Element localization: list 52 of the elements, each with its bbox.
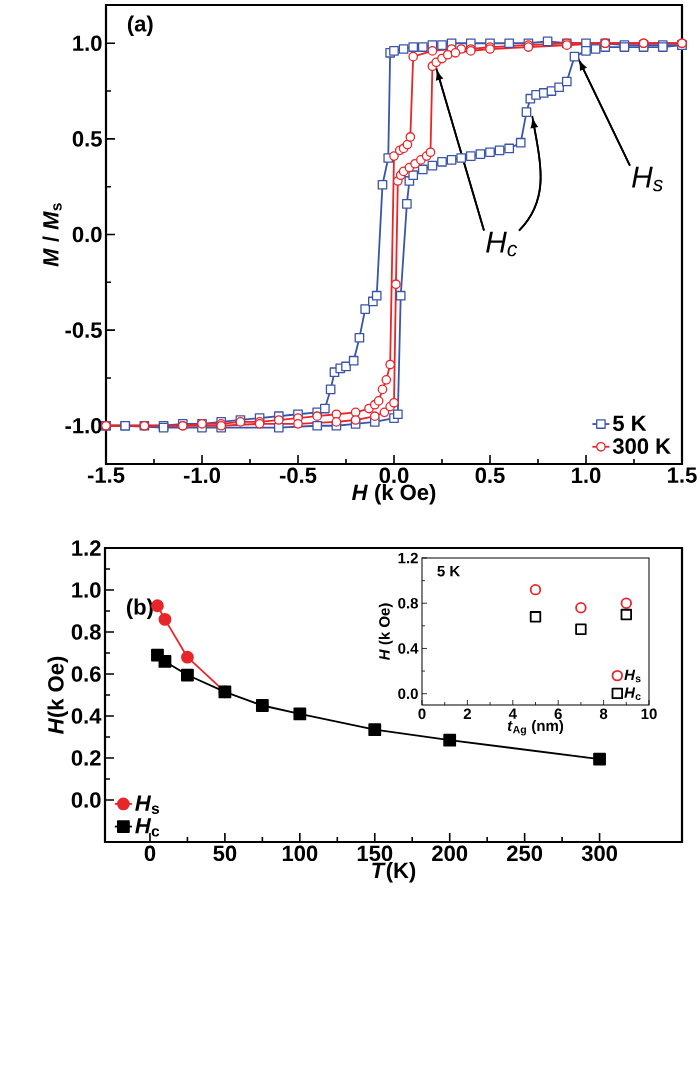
y-tick-label: 0.0 <box>398 688 418 699</box>
y-tick-label: 0.5 <box>72 131 102 147</box>
x-tick-label: 0 <box>144 845 156 862</box>
x-tick-label: -0.5 <box>279 467 317 484</box>
legend-label: 5 K <box>613 415 647 432</box>
y-tick-label: 1.0 <box>73 35 102 52</box>
y-axis-title: M / M$_{s}$ <box>42 203 62 267</box>
x-tick-label: -1.5 <box>87 467 125 483</box>
y-tick-label: 0.8 <box>398 597 418 609</box>
y-tick-label: 0.6 <box>71 666 101 682</box>
x-tick-label: 0.5 <box>475 467 505 484</box>
legend-label: H$_{c}$ <box>624 687 641 701</box>
x-tick-label: 8 <box>599 708 608 720</box>
x-tick-label: 6 <box>554 708 562 720</box>
y-tick-label: 0.0 <box>72 226 102 243</box>
y-tick-label: 0.4 <box>71 708 102 724</box>
y-tick-label: 1.2 <box>72 540 101 556</box>
y-axis-title: H(k Oe) <box>47 656 69 734</box>
x-tick-label: 1.5 <box>668 467 697 483</box>
x-tick-label: 200 <box>432 845 468 862</box>
x-tick-label: 2 <box>463 708 471 719</box>
y-tick-label: -1.0 <box>65 417 102 434</box>
legend-label: H$_{s}$ <box>135 795 160 814</box>
x-tick-label: 150 <box>357 845 393 862</box>
x-tick-label: 1.0 <box>572 467 601 484</box>
x-tick-label: 4 <box>508 708 517 719</box>
y-tick-label: 0.2 <box>71 750 101 766</box>
legend-label: H$_{c}$ <box>135 818 160 837</box>
x-tick-label: 0 <box>418 708 426 720</box>
x-axis-title: T(K) <box>372 861 416 883</box>
y-tick-label: 1.2 <box>398 552 418 564</box>
x-tick-label: 50 <box>213 845 237 862</box>
x-tick-label: 300 <box>581 845 618 862</box>
x-tick-label: 250 <box>507 845 543 862</box>
annotation: H$_{s}$ <box>632 166 663 192</box>
y-tick-label: 0.4 <box>398 643 419 654</box>
x-axis-title: H (k Oe) <box>352 483 436 505</box>
legend-label: 300 K <box>612 438 671 454</box>
annotation: (b) <box>126 598 153 620</box>
y-tick-label: 0.0 <box>71 792 101 808</box>
x-tick-label: -1.0 <box>183 467 221 484</box>
annotation: H$_{c}$ <box>486 231 518 257</box>
annotation: 5 K <box>437 565 461 577</box>
x-tick-label: 100 <box>282 845 318 862</box>
x-axis-title: t$_{Ag}$ (nm) <box>507 720 564 736</box>
annotation: (a) <box>127 15 153 36</box>
y-axis-title: H (k Oe) <box>378 603 393 661</box>
y-tick-label: 1.0 <box>72 582 101 598</box>
legend-label: H$_{s}$ <box>624 669 641 683</box>
y-tick-label: -0.5 <box>65 322 102 338</box>
y-tick-label: 0.8 <box>71 624 101 640</box>
x-tick-label: 10 <box>641 708 657 720</box>
